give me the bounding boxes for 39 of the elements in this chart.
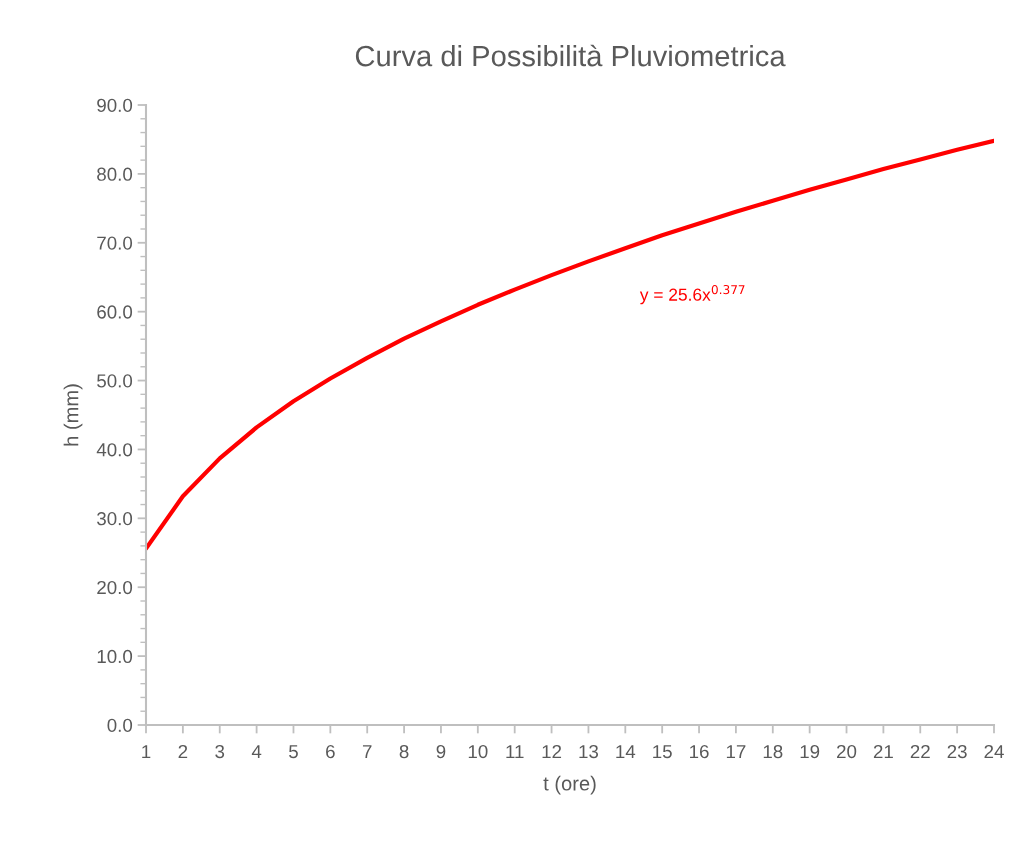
x-tick-label: 1: [142, 745, 151, 759]
x-tick-label: 9: [436, 744, 446, 759]
x-tick-label: 17: [726, 745, 746, 759]
y-tick-label: 20.0: [97, 580, 133, 595]
y-tick-label: 10.0: [97, 649, 133, 664]
x-tick-label: 4: [251, 745, 262, 759]
x-tick-label: 24: [984, 744, 1004, 759]
x-tick-label: 22: [910, 744, 930, 759]
y-tick-label: 80.0: [97, 167, 133, 181]
y-tick-label: 0.0: [107, 718, 133, 732]
annotation: y = 25.6x$^{0.377}$: [639, 285, 745, 305]
line-series: [146, 138, 994, 551]
x-tick-label: 13: [579, 744, 599, 759]
y-tick-label: 40.0: [96, 443, 133, 457]
chart-title: Curva di Possibilità Pluviometrica: [355, 44, 786, 67]
x-tick-label: 18: [763, 744, 783, 759]
x-tick-label: 14: [616, 745, 636, 759]
x-tick-label: 2: [178, 744, 188, 759]
x-tick-label: 10: [468, 744, 488, 759]
x-tick-label: 12: [542, 744, 562, 759]
x-tick-label: 7: [362, 745, 372, 759]
y-tick-label: 50.0: [97, 374, 133, 388]
x-axis-title: t (ore): [543, 775, 596, 795]
x-tick-label: 11: [506, 745, 524, 759]
x-tick-label: 16: [690, 744, 709, 759]
y-tick-label: 30.0: [97, 512, 133, 526]
x-tick-label: 8: [399, 744, 409, 759]
x-tick-label: 23: [947, 744, 967, 759]
x-tick-label: 3: [215, 744, 225, 759]
x-tick-label: 21: [873, 744, 893, 759]
x-tick-label: 5: [289, 745, 298, 759]
x-tick-label: 19: [800, 744, 820, 759]
x-tick-label: 6: [326, 744, 335, 759]
y-tick-label: 90.0: [97, 98, 133, 112]
y-tick-label: 60.0: [97, 305, 133, 319]
y-axis-title: h (mm): [63, 384, 83, 446]
x-tick-label: 15: [653, 745, 672, 759]
x-tick-label: 20: [837, 744, 857, 759]
y-tick-label: 70.0: [97, 236, 133, 250]
